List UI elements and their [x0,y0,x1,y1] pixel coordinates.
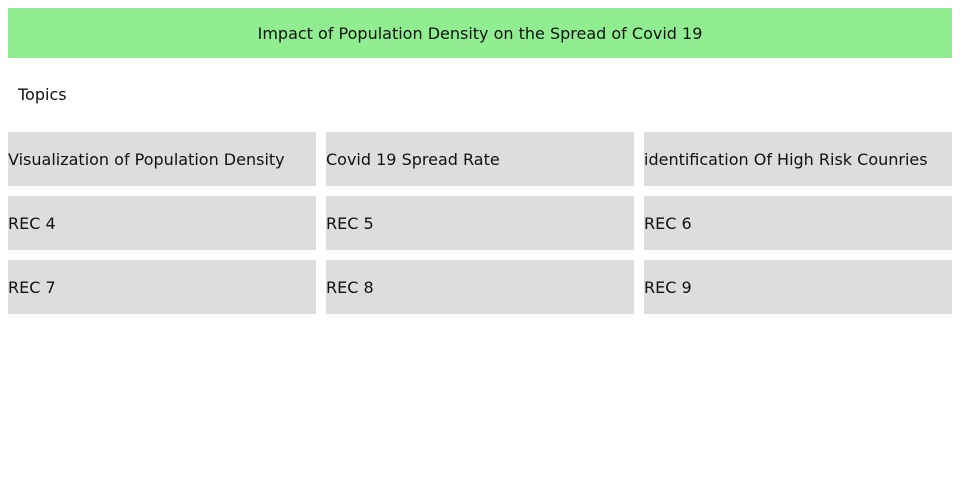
topic-tile-rec-6[interactable]: REC 6 [644,196,952,250]
topic-tile-population-density[interactable]: Visualization of Population Density [8,132,316,186]
topics-label: Topics [18,85,67,104]
topic-tile-rec-4[interactable]: REC 4 [8,196,316,250]
topic-tile-rec-9[interactable]: REC 9 [644,260,952,314]
topic-tile-high-risk-countries[interactable]: identification Of High Risk Counries [644,132,952,186]
topic-tile-rec-5[interactable]: REC 5 [326,196,634,250]
page-title: Impact of Population Density on the Spre… [257,23,703,43]
page-header-banner: Impact of Population Density on the Spre… [8,8,952,58]
topics-grid: Visualization of Population Density Covi… [8,132,952,314]
topic-tile-spread-rate[interactable]: Covid 19 Spread Rate [326,132,634,186]
topic-tile-rec-7[interactable]: REC 7 [8,260,316,314]
topic-tile-rec-8[interactable]: REC 8 [326,260,634,314]
